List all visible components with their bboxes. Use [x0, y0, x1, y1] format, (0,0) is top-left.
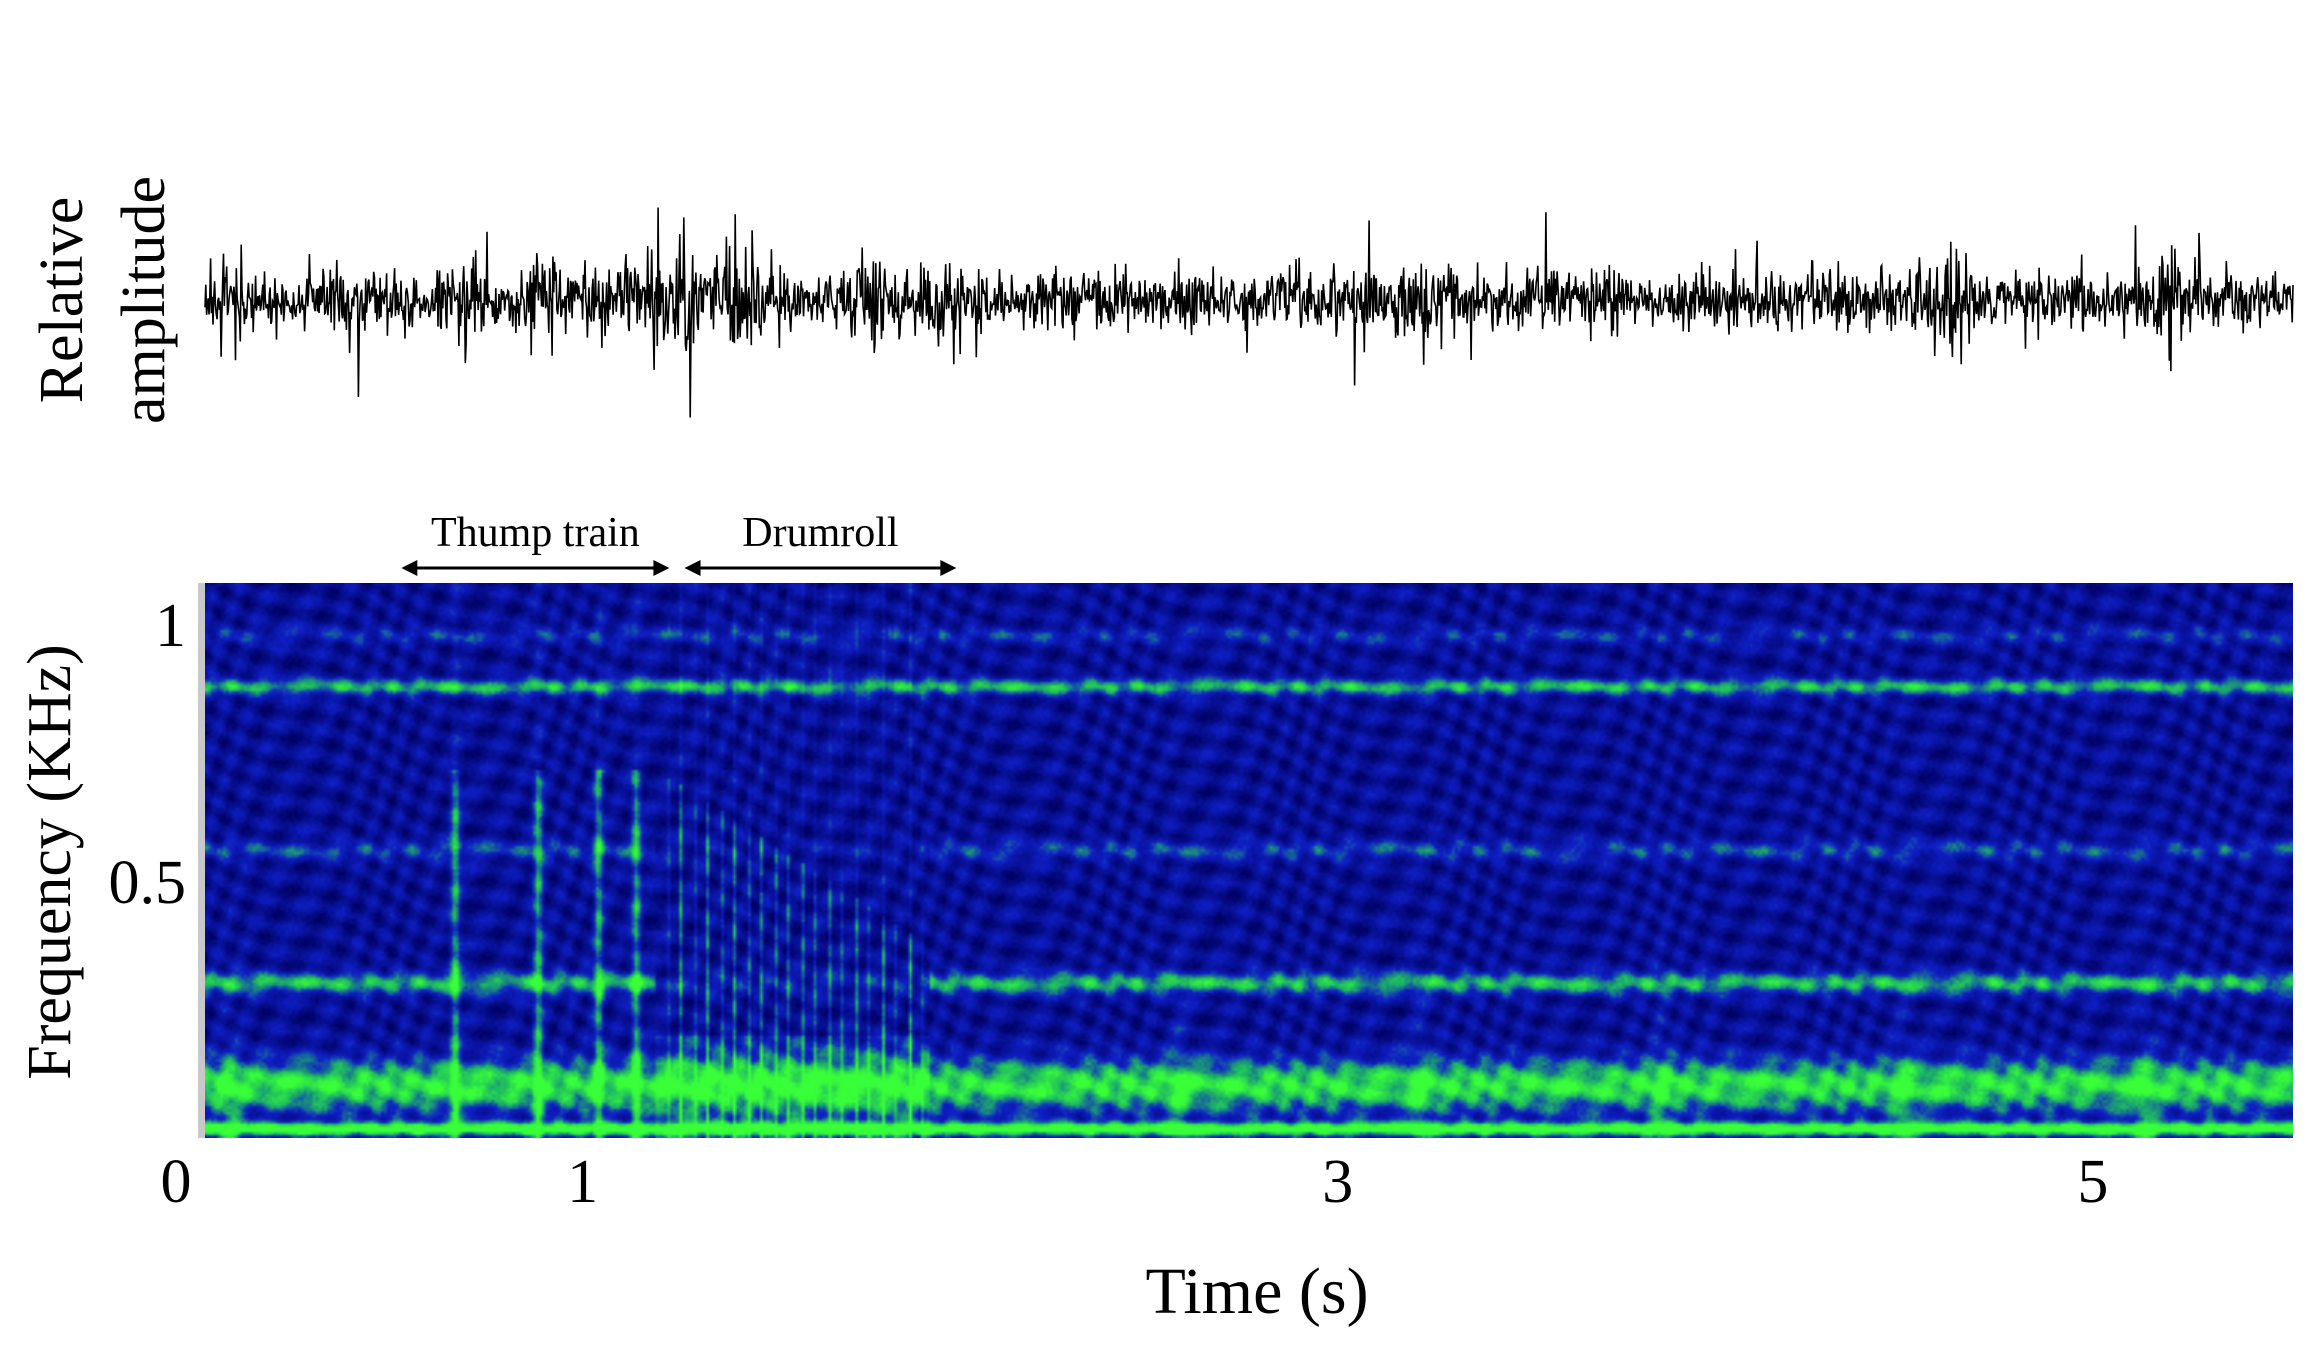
annotation-arrowhead-0-1	[653, 560, 670, 576]
annotation-label-1: Drumroll	[742, 510, 898, 556]
annotation-arrowhead-1-1	[940, 560, 957, 576]
annotation-arrowhead-1-0	[684, 560, 701, 576]
x-tick-label-1: 1	[567, 1148, 598, 1216]
annotation-label-0: Thump train	[431, 510, 640, 556]
annotation-arrowhead-0-0	[401, 560, 418, 576]
y-tick-labels: 0.51	[109, 592, 187, 917]
spectrogram-left-edge	[198, 583, 206, 1138]
y-tick-label-0: 0.5	[109, 849, 187, 917]
y-tick-label-1: 1	[155, 592, 186, 660]
waveform-ylabel-line2: amplitude	[110, 176, 178, 424]
x-tick-labels: 0 1 3 5	[161, 1148, 2109, 1216]
spectrogram-heatmap	[205, 583, 2293, 1138]
waveform-panel: Relative amplitude	[28, 176, 2294, 424]
annotations: Thump train Drumroll	[401, 510, 957, 576]
x-axis-label: Time (s)	[1145, 1255, 1368, 1328]
waveform-trace	[204, 207, 2294, 418]
spectrogram-ylabel: Frequency (KHz)	[16, 644, 84, 1080]
x-tick-label-2: 3	[1322, 1148, 1353, 1216]
x-tick-label-0: 0	[161, 1148, 192, 1216]
x-tick-label-3: 5	[2077, 1148, 2108, 1216]
waveform-ylabel-line1: Relative	[28, 197, 96, 404]
